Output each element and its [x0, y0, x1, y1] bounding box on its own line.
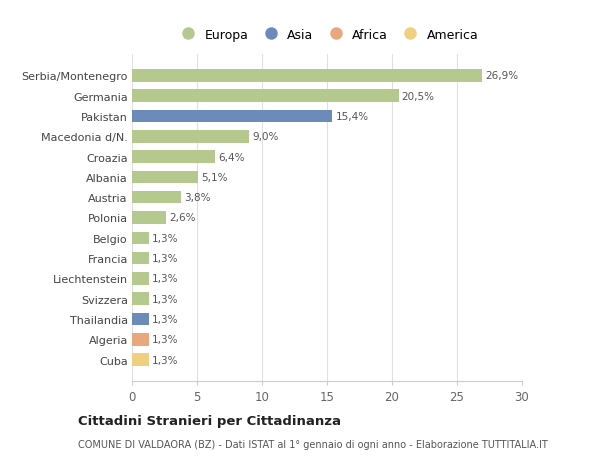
- Text: 9,0%: 9,0%: [252, 132, 278, 142]
- Text: 3,8%: 3,8%: [185, 193, 211, 203]
- Text: 5,1%: 5,1%: [202, 173, 228, 183]
- Legend: Europa, Asia, Africa, America: Europa, Asia, Africa, America: [176, 29, 478, 42]
- Bar: [132, 90, 398, 103]
- Bar: [132, 171, 198, 184]
- Bar: [132, 293, 149, 305]
- Text: 20,5%: 20,5%: [402, 91, 435, 101]
- Text: 1,3%: 1,3%: [152, 253, 179, 263]
- Text: 1,3%: 1,3%: [152, 335, 179, 345]
- Bar: [132, 111, 332, 123]
- Bar: [132, 232, 149, 245]
- Text: 1,3%: 1,3%: [152, 294, 179, 304]
- Text: 26,9%: 26,9%: [485, 71, 518, 81]
- Bar: [132, 191, 181, 204]
- Text: Cittadini Stranieri per Cittadinanza: Cittadini Stranieri per Cittadinanza: [78, 414, 341, 428]
- Text: 1,3%: 1,3%: [152, 314, 179, 325]
- Bar: [132, 273, 149, 285]
- Bar: [132, 333, 149, 346]
- Text: 2,6%: 2,6%: [169, 213, 196, 223]
- Text: 1,3%: 1,3%: [152, 233, 179, 243]
- Text: 15,4%: 15,4%: [335, 112, 368, 122]
- Text: 6,4%: 6,4%: [218, 152, 245, 162]
- Bar: [132, 131, 249, 143]
- Bar: [132, 353, 149, 366]
- Text: 1,3%: 1,3%: [152, 274, 179, 284]
- Bar: [132, 212, 166, 224]
- Bar: [132, 252, 149, 265]
- Text: COMUNE DI VALDAORA (BZ) - Dati ISTAT al 1° gennaio di ogni anno - Elaborazione T: COMUNE DI VALDAORA (BZ) - Dati ISTAT al …: [78, 440, 548, 449]
- Bar: [132, 70, 482, 83]
- Bar: [132, 151, 215, 163]
- Text: 1,3%: 1,3%: [152, 355, 179, 365]
- Bar: [132, 313, 149, 325]
